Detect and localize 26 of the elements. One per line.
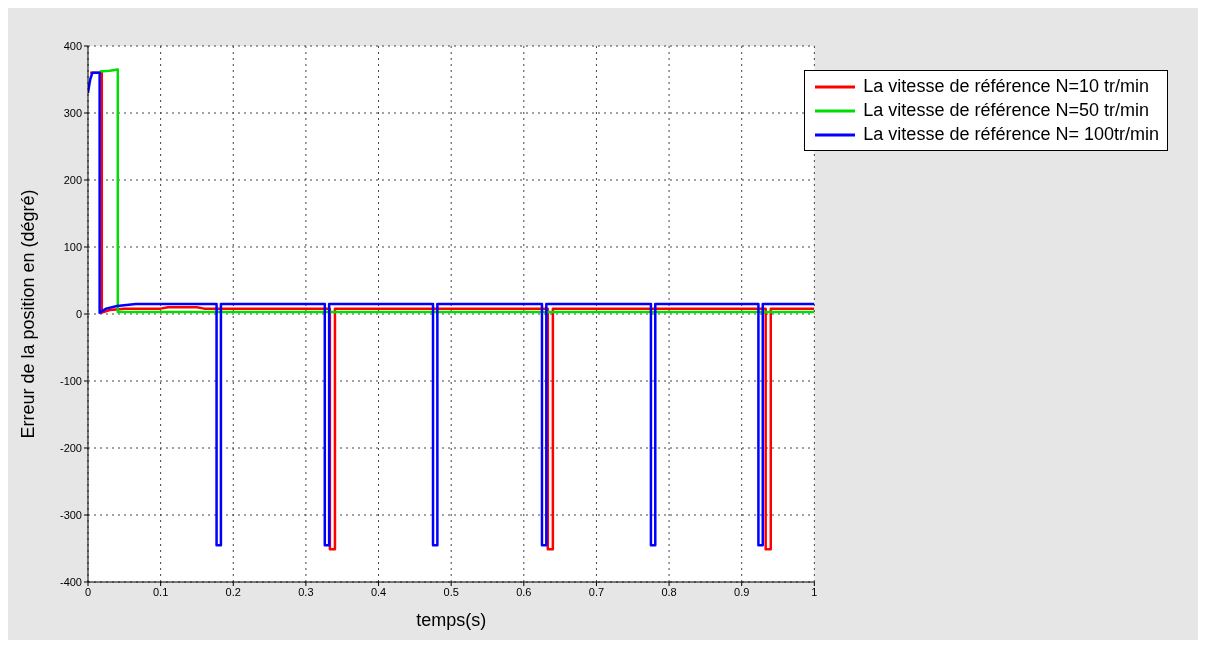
y-tick-label: 100 xyxy=(63,240,82,253)
x-tick-label: 0.5 xyxy=(443,585,459,598)
y-axis-title: Erreur de la position en (dégré) xyxy=(18,189,39,439)
x-axis-title: temps(s) xyxy=(416,610,487,630)
x-tick-label: 0 xyxy=(84,585,92,598)
x-tick-label: 0.6 xyxy=(516,585,532,598)
x-tick-label: 0.1 xyxy=(152,585,169,598)
x-tick-label: 0.9 xyxy=(734,585,750,598)
x-tick-label: 0.8 xyxy=(661,585,677,598)
legend-label: La vitesse de référence N=50 tr/min xyxy=(863,100,1149,121)
y-tick-label: -400 xyxy=(59,575,82,588)
y-tick-label: 400 xyxy=(63,39,82,52)
y-tick-label: -100 xyxy=(59,374,82,387)
y-tick-label: -200 xyxy=(59,441,82,454)
line-series xyxy=(98,68,815,314)
legend-label: La vitesse de référence N= 100tr/min xyxy=(863,124,1159,145)
y-tick-label: 200 xyxy=(63,173,82,186)
y-tick-label: 300 xyxy=(63,106,82,119)
x-tick-label: 0.7 xyxy=(588,585,605,598)
x-tick-label: 0.4 xyxy=(370,585,387,598)
y-tick-label: -300 xyxy=(59,508,82,521)
legend-label: La vitesse de référence N=10 tr/min xyxy=(863,76,1149,97)
y-tick-label: 0 xyxy=(75,307,82,320)
x-tick-label: 0.2 xyxy=(225,585,241,598)
x-tick-label: 0.3 xyxy=(298,585,314,598)
x-tick-label: 1 xyxy=(811,585,818,598)
